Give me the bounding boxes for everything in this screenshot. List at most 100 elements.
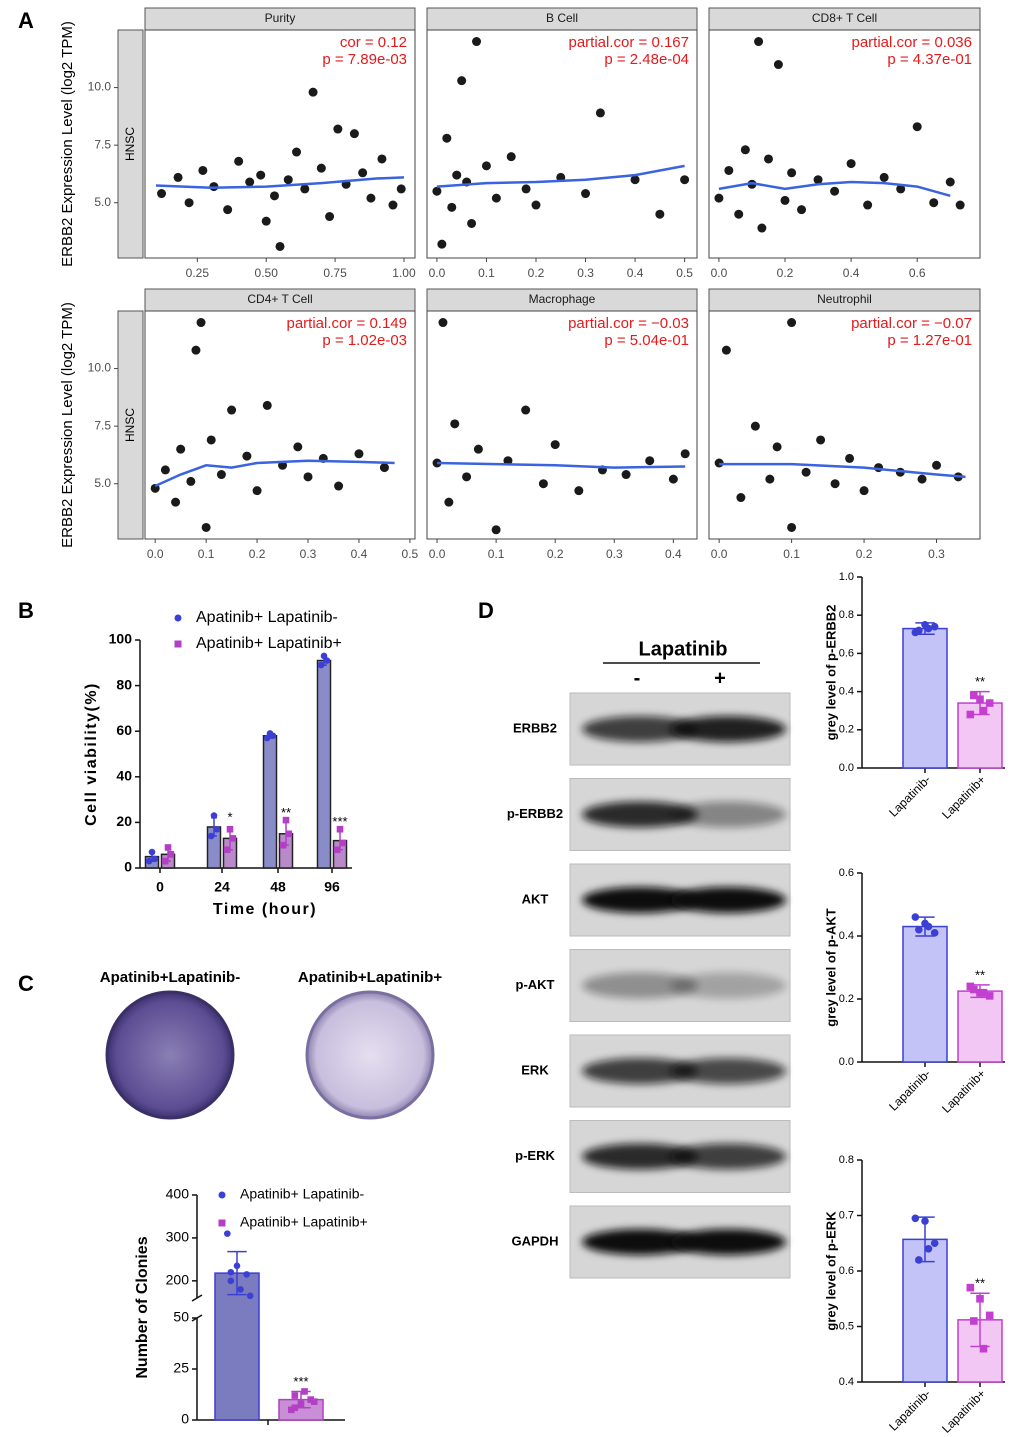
point — [262, 400, 272, 410]
x-tick-label: 0.0 — [147, 547, 164, 561]
data-point — [167, 851, 175, 858]
point — [945, 177, 955, 187]
point — [506, 152, 516, 162]
protein-label: ERBB2 — [513, 720, 557, 735]
x-tick-label: 0.2 — [249, 547, 266, 561]
data-point — [985, 699, 994, 707]
data-point — [336, 825, 344, 833]
plate-label: Apatinib+Lapatinib- — [100, 969, 240, 986]
fit-line — [718, 180, 951, 198]
point — [550, 440, 560, 450]
point — [816, 435, 826, 445]
point — [531, 200, 541, 210]
point — [293, 442, 303, 452]
blot-band — [670, 801, 786, 828]
significance: * — [227, 809, 232, 824]
point — [773, 60, 783, 70]
data-point — [227, 1277, 235, 1285]
point — [772, 442, 782, 452]
point — [473, 444, 483, 454]
fit-line — [436, 164, 685, 188]
data-point — [246, 1292, 254, 1300]
x-tick-label: 0.0 — [711, 547, 728, 561]
x-tick-label: Lapatinib+ — [939, 772, 988, 821]
y-tick-label: 10.0 — [88, 80, 112, 94]
point — [655, 209, 665, 219]
protein-label: GAPDH — [512, 1233, 559, 1248]
blot-title: Lapatinib — [639, 638, 728, 660]
panel-label: C — [18, 971, 34, 996]
y-tick-label: 20 — [116, 813, 132, 829]
data-point — [979, 1344, 988, 1353]
y-tick-label: 0.6 — [839, 647, 854, 659]
data-point — [911, 1214, 920, 1223]
annotation: partial.cor = 0.036 — [852, 34, 973, 51]
y-tick-label: 300 — [166, 1229, 190, 1245]
point — [740, 145, 750, 155]
blot-band — [582, 801, 698, 828]
x-tick-label: 0.5 — [676, 266, 693, 280]
data-point — [985, 992, 994, 1000]
point — [438, 318, 448, 328]
point — [292, 147, 302, 157]
point — [261, 216, 271, 226]
axis-break — [191, 1294, 203, 1302]
point — [447, 202, 457, 212]
point — [252, 486, 262, 496]
point — [595, 108, 605, 118]
protein-label: p-ERK — [515, 1148, 555, 1163]
x-tick-label: 0.0 — [429, 547, 446, 561]
annotation: p = 4.37e-01 — [887, 51, 972, 68]
x-tick-label: Lapatinib- — [886, 1386, 933, 1433]
point — [358, 168, 368, 178]
y-tick-label: 0.6 — [839, 1265, 854, 1277]
point — [227, 405, 237, 415]
panel — [426, 310, 698, 540]
x-tick-label: 0 — [156, 879, 164, 895]
point — [538, 479, 548, 489]
facet-title: Macrophage — [529, 292, 596, 306]
data-point — [930, 1239, 939, 1248]
x-tick-label: 0.1 — [198, 547, 215, 561]
x-tick-label: Lapatinib- — [886, 772, 933, 819]
data-point — [930, 929, 939, 937]
y-axis-label: grey level of p-ERBB2 — [823, 605, 838, 741]
significance: *** — [293, 1374, 308, 1389]
lane-label: + — [714, 667, 726, 689]
point — [333, 124, 343, 134]
point — [668, 474, 678, 484]
point — [206, 435, 216, 445]
point — [316, 163, 326, 173]
point — [801, 467, 811, 477]
data-point — [985, 1311, 994, 1320]
x-tick-label: 0.0 — [429, 266, 446, 280]
x-tick-label: 0.2 — [528, 266, 545, 280]
data-point — [224, 1230, 231, 1237]
point — [787, 318, 797, 328]
point — [184, 198, 194, 208]
x-tick-label: 0.3 — [606, 547, 623, 561]
point — [242, 451, 252, 461]
point — [173, 172, 183, 182]
y-tick-label: 50 — [173, 1309, 189, 1325]
significance: ** — [975, 967, 985, 982]
y-tick-label: 0.0 — [839, 1056, 854, 1068]
fit-line — [719, 462, 966, 479]
data-point — [237, 1286, 244, 1293]
point — [283, 175, 293, 185]
y-tick-label: 5.0 — [94, 195, 111, 209]
bar — [957, 990, 1003, 1063]
point — [325, 212, 335, 222]
annotation: partial.cor = −0.03 — [568, 315, 689, 332]
x-tick-label: 0.0 — [711, 266, 728, 280]
point — [472, 37, 482, 47]
significance: ** — [281, 805, 291, 820]
data-point — [979, 706, 988, 715]
point — [452, 170, 462, 180]
panel — [144, 29, 416, 259]
protein-label: ERK — [521, 1062, 549, 1077]
significance: ** — [975, 674, 985, 689]
point — [334, 481, 344, 491]
lane-label: - — [634, 667, 641, 689]
